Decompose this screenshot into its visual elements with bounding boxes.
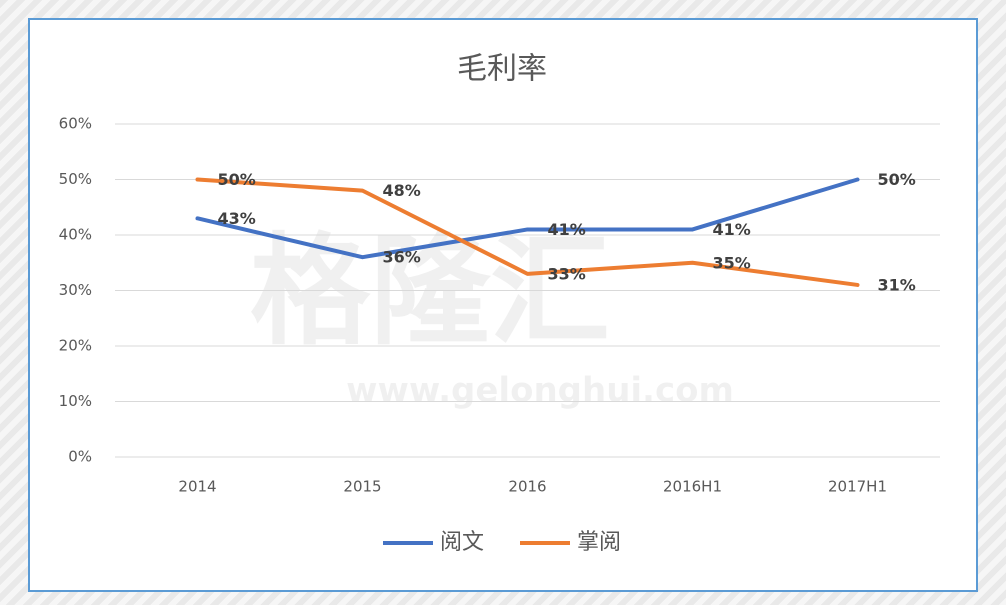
y-tick-label: 30% bbox=[59, 281, 92, 299]
data-label: 50% bbox=[218, 170, 256, 189]
data-label: 35% bbox=[713, 253, 751, 272]
data-label: 33% bbox=[548, 264, 586, 283]
data-label: 41% bbox=[548, 220, 586, 239]
x-tick-label: 2016H1 bbox=[663, 478, 722, 496]
data-label: 31% bbox=[878, 275, 916, 294]
x-tick-label: 2015 bbox=[343, 478, 381, 496]
y-tick-label: 20% bbox=[59, 337, 92, 355]
chart-title: 毛利率 bbox=[457, 52, 547, 87]
chart-panel bbox=[28, 18, 978, 592]
y-tick-label: 50% bbox=[59, 170, 92, 188]
data-label: 41% bbox=[713, 220, 751, 239]
x-tick-label: 2016 bbox=[508, 478, 546, 496]
data-label: 43% bbox=[218, 209, 256, 228]
legend-label: 掌阅 bbox=[577, 530, 621, 555]
x-tick-label: 2017H1 bbox=[828, 478, 887, 496]
series-line bbox=[195, 177, 860, 287]
legend-label: 阅文 bbox=[440, 530, 484, 555]
y-tick-label: 40% bbox=[59, 226, 92, 244]
x-tick-label: 2014 bbox=[178, 478, 216, 496]
series-line bbox=[195, 177, 860, 260]
y-tick-label: 0% bbox=[68, 448, 92, 466]
watermark-url: www.gelonghui.com bbox=[346, 371, 734, 411]
data-label: 50% bbox=[878, 170, 916, 189]
data-label: 36% bbox=[383, 248, 421, 267]
y-tick-label: 60% bbox=[59, 115, 92, 133]
y-tick-label: 10% bbox=[59, 392, 92, 410]
data-label: 48% bbox=[383, 181, 421, 200]
